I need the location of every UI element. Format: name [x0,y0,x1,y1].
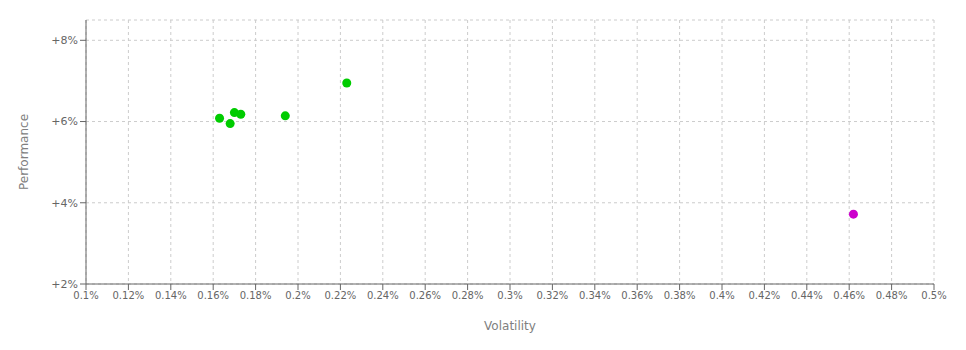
svg-text:0.3%: 0.3% [497,290,522,301]
svg-text:0.26%: 0.26% [409,290,441,301]
svg-text:0.38%: 0.38% [664,290,696,301]
svg-text:0.18%: 0.18% [240,290,272,301]
svg-text:0.24%: 0.24% [367,290,399,301]
svg-text:0.28%: 0.28% [452,290,484,301]
svg-text:0.22%: 0.22% [325,290,357,301]
svg-text:0.5%: 0.5% [921,290,946,301]
svg-text:0.1%: 0.1% [73,290,98,301]
svg-text:0.14%: 0.14% [155,290,187,301]
svg-text:Performance: Performance [17,114,31,190]
svg-text:0.16%: 0.16% [197,290,229,301]
svg-text:0.2%: 0.2% [285,290,310,301]
svg-text:0.36%: 0.36% [621,290,653,301]
svg-text:+8%: +8% [51,34,78,47]
svg-text:0.4%: 0.4% [709,290,734,301]
svg-text:0.46%: 0.46% [833,290,865,301]
svg-text:+2%: +2% [51,278,78,291]
svg-text:Volatility: Volatility [484,319,536,333]
svg-text:+4%: +4% [51,197,78,210]
svg-text:0.48%: 0.48% [876,290,908,301]
svg-text:0.44%: 0.44% [791,290,823,301]
svg-text:0.12%: 0.12% [113,290,145,301]
svg-text:0.34%: 0.34% [579,290,611,301]
svg-text:+6%: +6% [51,115,78,128]
svg-text:0.42%: 0.42% [749,290,781,301]
svg-text:0.32%: 0.32% [537,290,569,301]
